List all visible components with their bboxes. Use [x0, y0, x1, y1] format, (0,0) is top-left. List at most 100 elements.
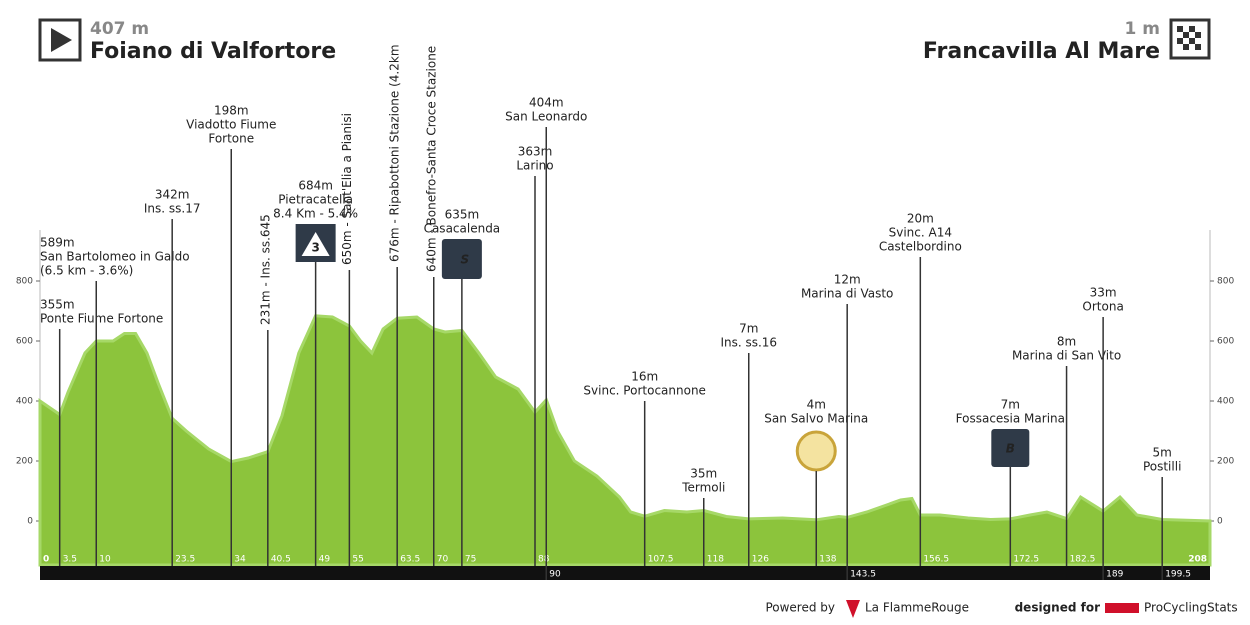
waypoint-label: 676m - Ripabottoni Stazione (4.2km [388, 44, 402, 262]
km-label: 88 [538, 555, 550, 565]
waypoint-name: San Bartolomeo in Galdo [40, 250, 190, 264]
flamme-logo [846, 600, 860, 618]
waypoint-name: San Leonardo [505, 110, 587, 124]
km-label: 75 [465, 555, 476, 565]
waypoint-name: Larino [516, 159, 553, 173]
waypoint-elevation: 355m [40, 298, 75, 312]
waypoint-label: 650m - Sant'Elia a Pianisi [340, 113, 354, 265]
km-label: 118 [707, 555, 724, 565]
sprint-letter: S [461, 253, 470, 267]
waypoint-name: Ins. ss.16 [720, 336, 777, 350]
km-label: 107.5 [648, 555, 674, 565]
waypoint-name: Casacalenda [424, 222, 501, 236]
waypoint-elevation: 12m [834, 273, 861, 287]
y-tick-label: 0 [1217, 517, 1223, 527]
waypoint-elevation: 5m [1153, 446, 1172, 460]
waypoint-elevation: 404m [529, 96, 564, 110]
start-arrow [51, 28, 72, 52]
km-label: 199.5 [1165, 570, 1191, 580]
climb-category: 3 [311, 241, 319, 255]
climb-mountain [301, 232, 330, 256]
y-tick-label: 600 [16, 337, 33, 347]
designed-for: designed for [1015, 601, 1100, 615]
km-label: 23.5 [175, 555, 195, 565]
waypoint-elevation: 7m [739, 322, 758, 336]
waypoint-name: Fortone [208, 132, 254, 146]
waypoint-name: Pietracatella [278, 193, 353, 207]
elevation-area [38, 314, 1212, 567]
waypoint-name: Svinc. Portocannone [583, 384, 706, 398]
waypoint-elevation: 635m [445, 208, 480, 222]
waypoint-elevation: 589m [40, 236, 75, 250]
waypoint-elevation: 7m [1001, 398, 1020, 412]
bonus-letter: B [1006, 442, 1015, 456]
site: ProCyclingStats [1144, 601, 1238, 615]
waypoint-elevation: 363m [518, 145, 553, 159]
km-bar [40, 566, 1210, 580]
waypoint-name: Castelbordino [879, 240, 962, 254]
km-label: 70 [437, 555, 449, 565]
waypoint-label: 231m - Ins. ss.645 [258, 214, 272, 325]
y-tick-label: 400 [16, 397, 33, 407]
finish-flag [1177, 26, 1201, 50]
pcs-logo [1105, 603, 1139, 613]
y-tick-label: 200 [16, 457, 33, 467]
km-label: 138 [819, 555, 836, 565]
waypoint-elevation: 8m [1057, 335, 1076, 349]
km-label: 55 [352, 555, 363, 565]
waypoint-name: (6.5 km - 3.6%) [40, 264, 133, 278]
waypoint-name: Termoli [681, 481, 725, 495]
waypoint-name: San Salvo Marina [764, 412, 868, 426]
waypoint-elevation: 684m [298, 179, 333, 193]
waypoint-elevation: 20m [907, 212, 934, 226]
km-label: 172.5 [1013, 555, 1039, 565]
waypoint-name: Fossacesia Marina [956, 412, 1065, 426]
bonus-icon [991, 429, 1030, 467]
km-label: 34 [234, 555, 246, 565]
km-label: 143.5 [850, 570, 876, 580]
waypoint-elevation: 35m [690, 467, 717, 481]
km-label: 49 [319, 555, 331, 565]
waypoint-name: Postilli [1143, 460, 1181, 474]
finish-elevation: 1 m [1125, 19, 1160, 39]
waypoint-label: 640m - Bonefro-Santa Croce Stazione [424, 46, 438, 272]
km-label: 10 [99, 555, 111, 565]
waypoint-name: Ortona [1082, 300, 1123, 314]
km-label: 63.5 [400, 555, 420, 565]
waypoint-name: Marina di San Vito [1012, 349, 1121, 363]
golden-km-icon [795, 430, 837, 472]
waypoint-name: Svinc. A14 [889, 226, 952, 240]
waypoint-name: Ponte Fiume Fortone [40, 312, 163, 326]
brand: La FlammeRouge [865, 601, 969, 615]
waypoint-elevation: 198m [214, 104, 249, 118]
waypoint-name: Viadotto Fiume [186, 118, 276, 132]
waypoint-elevation: 4m [807, 398, 826, 412]
km-label: 156.5 [923, 555, 949, 565]
sprint-icon [441, 239, 482, 279]
powered-by: Powered by [765, 601, 835, 615]
y-tick-label: 400 [1217, 397, 1234, 407]
waypoint-elevation: 16m [631, 370, 658, 384]
y-tick-label: 800 [16, 277, 33, 287]
start-icon [38, 18, 82, 62]
finish-name: Francavilla Al Mare [923, 39, 1160, 64]
start-name: Foiano di Valfortore [90, 39, 336, 64]
y-tick-label: 200 [1217, 457, 1234, 467]
waypoint-name: Marina di Vasto [801, 287, 893, 301]
waypoint-name: Ins. ss.17 [144, 202, 201, 216]
km-label: 3.5 [63, 555, 77, 565]
waypoint-elevation: 342m [155, 188, 190, 202]
km-label: 90 [549, 570, 561, 580]
y-tick-label: 800 [1217, 277, 1234, 287]
km-label: 189 [1106, 570, 1123, 580]
y-tick-label: 0 [27, 517, 33, 527]
km-start: 0 [43, 555, 49, 565]
km-label: 182.5 [1070, 555, 1096, 565]
start-elevation: 407 m [90, 19, 149, 39]
km-end: 208 [1188, 555, 1207, 565]
waypoint-name: 8.4 Km - 5.4% [273, 207, 358, 221]
km-label: 126 [752, 555, 769, 565]
y-tick-label: 600 [1217, 337, 1234, 347]
waypoint-elevation: 33m [1090, 286, 1117, 300]
